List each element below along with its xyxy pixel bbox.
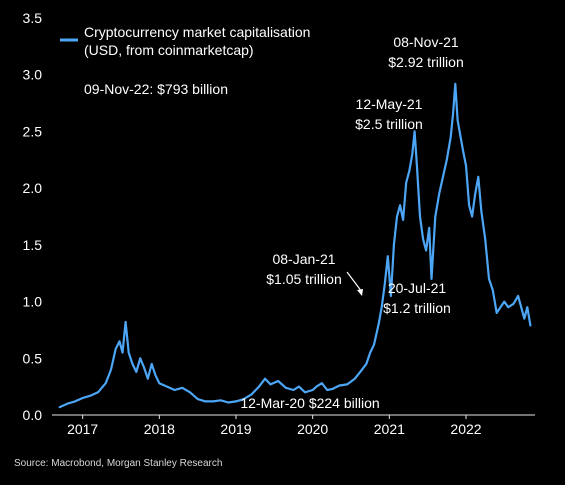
y-tick-label-7: 3.5 — [23, 10, 43, 26]
y-tick-label-1: 0.5 — [23, 350, 43, 366]
series-line-0 — [58, 82, 532, 409]
x-tick-label-0: 2017 — [67, 421, 98, 437]
y-tick-label-5: 2.5 — [23, 123, 43, 139]
annotation-jan21-value: $1.05 trillion — [266, 271, 342, 287]
y-tick-label-4: 2.0 — [23, 180, 43, 196]
x-tick-label-2: 2019 — [220, 421, 251, 437]
x-axis: 2017 2018 2019 2020 2021 2022 — [52, 414, 535, 437]
y-tick-label-3: 1.5 — [23, 237, 43, 253]
legend-label-line2: (USD, from coinmarketcap) — [84, 42, 254, 58]
x-tick-label-5: 2022 — [450, 421, 481, 437]
y-tick-label-2: 1.0 — [23, 294, 43, 310]
annotation-jul21-date: 20-Jul-21 — [388, 280, 447, 296]
x-tick-label-1: 2018 — [144, 421, 175, 437]
y-axis: 0.0 0.5 1.0 1.5 2.0 2.5 3.0 3.5 — [23, 10, 43, 423]
annotation-latest: 09-Nov-22: $793 billion — [84, 81, 228, 97]
annotation-peak-date: 08-Nov-21 — [393, 34, 459, 50]
annotation-peak-value: $2.92 trillion — [388, 54, 464, 70]
x-tick-label-3: 2020 — [297, 421, 328, 437]
source-note: Source: Macrobond, Morgan Stanley Resear… — [14, 458, 222, 469]
plot-area — [58, 82, 532, 409]
y-tick-label-0: 0.0 — [23, 407, 43, 423]
annotation-mar20: 12-Mar-20 $224 billion — [240, 395, 379, 411]
annotation-may21-date: 12-May-21 — [356, 96, 423, 112]
annotation-may21-value: $2.5 trillion — [355, 116, 423, 132]
annotation-jan21-arrowhead — [357, 289, 363, 296]
legend: Cryptocurrency market capitalisation (US… — [60, 24, 310, 58]
annotation-jan21-arrow — [346, 271, 363, 293]
annotation-jul21-value: $1.2 trillion — [383, 300, 451, 316]
legend-label: Cryptocurrency market capitalisation — [84, 24, 310, 40]
y-tick-label-6: 3.0 — [23, 67, 43, 83]
x-tick-label-4: 2021 — [374, 421, 405, 437]
annotation-jan21-date: 08-Jan-21 — [272, 251, 335, 267]
